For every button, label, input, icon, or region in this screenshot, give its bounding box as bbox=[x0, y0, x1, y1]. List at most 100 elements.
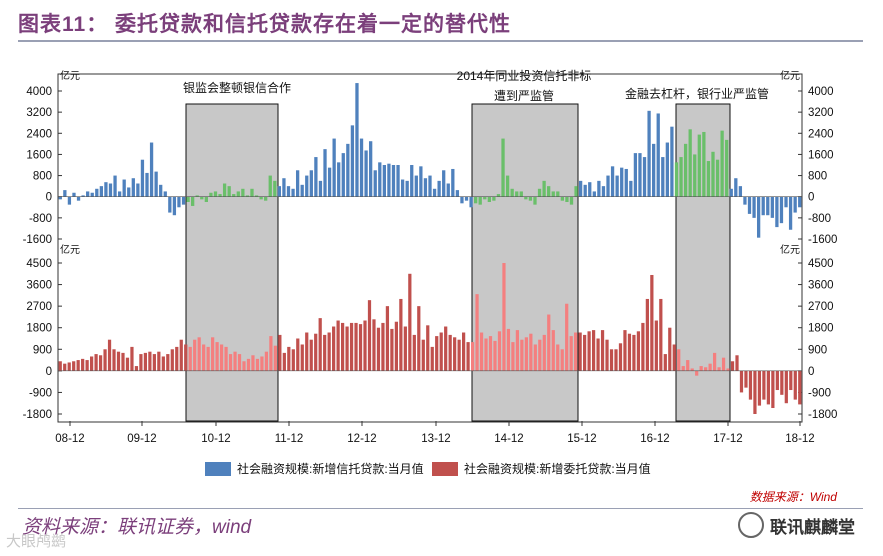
bar-trust bbox=[487, 196, 491, 202]
bar-entrusted bbox=[349, 322, 354, 371]
bar-entrusted bbox=[112, 349, 116, 371]
bar-entrusted bbox=[139, 354, 143, 371]
x-tick-label: 15-12 bbox=[567, 433, 596, 445]
bar-entrusted bbox=[336, 320, 340, 371]
x-tick-label: 09-12 bbox=[127, 433, 156, 445]
bar-trust bbox=[117, 191, 122, 197]
bar-trust bbox=[204, 196, 208, 202]
bar-entrusted bbox=[717, 367, 721, 371]
title-divider bbox=[18, 40, 863, 42]
bar-trust bbox=[318, 180, 323, 197]
bar-entrusted bbox=[430, 346, 434, 371]
bar-entrusted bbox=[269, 336, 273, 371]
bar-entrusted bbox=[408, 273, 412, 371]
y-tick-left-entrusted: 0 bbox=[46, 366, 52, 378]
y-tick-right-trust: 3200 bbox=[808, 107, 834, 119]
bar-entrusted bbox=[529, 333, 533, 371]
bar-entrusted bbox=[67, 362, 71, 371]
bar-entrusted bbox=[641, 322, 645, 371]
bar-entrusted bbox=[686, 360, 690, 371]
shaded-period-1 bbox=[185, 103, 279, 422]
annotation-period-3: 金融去杠杆，银行业严监管 bbox=[625, 86, 769, 101]
bar-trust bbox=[761, 196, 765, 216]
bar-entrusted bbox=[376, 327, 381, 371]
bar-entrusted bbox=[668, 327, 672, 371]
bar-trust bbox=[788, 196, 793, 230]
bar-entrusted bbox=[475, 294, 479, 371]
bar-trust bbox=[295, 170, 300, 197]
bar-trust bbox=[798, 196, 802, 208]
bar-entrusted bbox=[623, 330, 627, 371]
bar-entrusted bbox=[520, 339, 524, 371]
bar-trust bbox=[610, 166, 615, 197]
bar-trust bbox=[652, 143, 656, 197]
bar-entrusted bbox=[488, 336, 493, 371]
y-tick-right-trust: 1600 bbox=[808, 149, 834, 161]
bar-trust bbox=[168, 196, 172, 213]
bar-entrusted bbox=[659, 298, 663, 371]
bar-trust bbox=[569, 196, 574, 205]
bar-trust bbox=[369, 141, 373, 197]
bar-trust bbox=[578, 180, 583, 197]
bar-trust bbox=[620, 167, 624, 197]
bar-entrusted bbox=[58, 361, 62, 371]
bar-entrusted bbox=[121, 352, 125, 371]
bar-trust bbox=[633, 153, 638, 197]
bar-entrusted bbox=[246, 358, 251, 371]
bar-trust bbox=[149, 142, 154, 197]
bar-trust bbox=[720, 130, 724, 197]
x-tick-label: 18-12 bbox=[785, 433, 814, 445]
bar-trust bbox=[286, 186, 291, 197]
y-tick-left-entrusted: 3600 bbox=[26, 280, 52, 292]
bar-trust bbox=[58, 196, 62, 200]
legend-swatch-trust bbox=[205, 461, 231, 476]
bar-trust bbox=[515, 191, 519, 197]
bar-entrusted bbox=[363, 320, 367, 371]
bar-entrusted bbox=[193, 339, 197, 371]
bar-entrusted bbox=[233, 351, 237, 371]
bar-entrusted bbox=[175, 346, 179, 371]
brand-name: 联讯麒麟堂 bbox=[770, 517, 855, 537]
bar-entrusted bbox=[305, 332, 309, 371]
x-tick-label: 11-12 bbox=[275, 433, 304, 445]
bar-trust bbox=[537, 188, 542, 197]
bar-entrusted bbox=[730, 361, 735, 371]
bar-trust bbox=[665, 142, 669, 197]
bar-trust bbox=[405, 180, 409, 197]
watermark: 大眼鸬鹚 bbox=[6, 533, 67, 550]
bar-trust bbox=[533, 196, 537, 205]
bar-trust bbox=[127, 187, 131, 197]
bar-entrusted bbox=[457, 339, 461, 371]
bar-trust bbox=[729, 188, 733, 197]
bar-entrusted bbox=[560, 349, 564, 371]
bar-trust bbox=[63, 190, 67, 197]
plot-frame bbox=[57, 73, 803, 423]
bar-entrusted bbox=[677, 349, 681, 371]
bar-trust bbox=[195, 195, 199, 197]
bar-trust bbox=[355, 83, 359, 197]
bar-trust bbox=[245, 195, 250, 197]
bar-trust bbox=[222, 183, 227, 197]
bar-trust bbox=[140, 159, 145, 197]
bar-trust bbox=[122, 179, 126, 197]
bar-trust bbox=[332, 138, 336, 197]
bar-trust bbox=[715, 159, 720, 197]
bar-entrusted bbox=[202, 344, 206, 371]
bar-trust bbox=[95, 188, 99, 197]
bar-entrusted bbox=[197, 337, 201, 371]
bar-entrusted bbox=[627, 333, 632, 371]
bar-entrusted bbox=[125, 357, 130, 371]
y-tick-right-trust: -800 bbox=[808, 213, 831, 225]
bar-trust bbox=[154, 171, 158, 197]
bar-entrusted bbox=[556, 344, 560, 371]
y-tick-left-trust: 800 bbox=[33, 171, 52, 183]
bar-entrusted bbox=[479, 332, 484, 371]
bar-entrusted bbox=[309, 339, 313, 371]
bar-trust bbox=[391, 165, 396, 197]
bar-trust bbox=[373, 170, 377, 197]
bar-entrusted bbox=[453, 337, 457, 371]
bar-entrusted bbox=[278, 334, 282, 371]
bar-trust bbox=[556, 191, 560, 197]
bar-trust bbox=[560, 196, 565, 201]
y-tick-left-entrusted: 2700 bbox=[26, 301, 52, 313]
